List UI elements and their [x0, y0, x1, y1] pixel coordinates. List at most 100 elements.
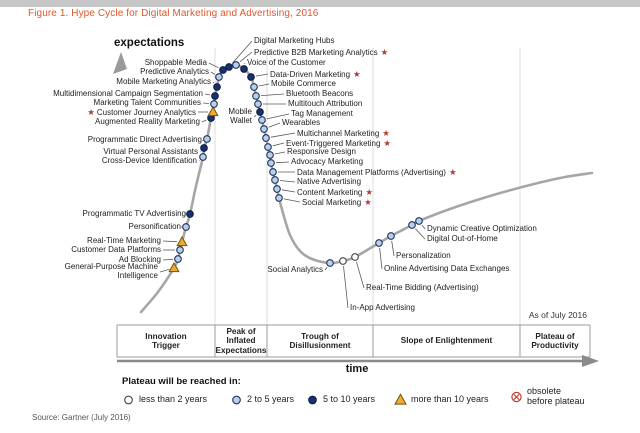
light-dot-marker-icon	[387, 232, 395, 240]
legend-item: less than 2 years	[122, 393, 207, 406]
legend-marker-icon	[511, 391, 522, 403]
light-dot-marker-icon	[174, 255, 182, 263]
y-axis-label: expectations	[114, 37, 185, 49]
phase-label: Plateau of Productivity	[520, 326, 590, 356]
leader-line	[415, 228, 426, 240]
legend-marker-icon	[308, 395, 317, 405]
window-top-strip	[0, 0, 640, 7]
light-dot-marker-icon	[252, 92, 260, 100]
dark-dot-marker-icon	[308, 395, 317, 405]
legend-item: 2 to 5 years	[230, 393, 294, 406]
leader-line	[253, 114, 257, 118]
leader-line	[201, 119, 207, 123]
legend-marker-icon	[232, 395, 241, 405]
source-note: Source: Gartner (July 2016)	[32, 413, 131, 422]
legend-item: 5 to 10 years	[306, 393, 375, 406]
leader-line	[279, 180, 296, 183]
light-dot-marker-icon	[258, 116, 266, 124]
as-of-date: As of July 2016	[528, 310, 587, 320]
leader-line	[343, 265, 349, 309]
obsolete-marker-icon	[513, 393, 520, 401]
phase-label: Slope of Enlightenment	[373, 326, 520, 356]
light-dot-marker-icon	[232, 395, 241, 405]
legend-label-line: obsolete	[527, 386, 562, 396]
dark-dot-marker-icon	[256, 108, 264, 116]
light-dot-marker-icon	[269, 168, 277, 176]
legend-label-line: less than 2 years	[139, 393, 208, 404]
legend-marker-icon	[124, 395, 133, 405]
leader-line	[379, 247, 383, 270]
legend-label: more than 10 years	[411, 393, 489, 405]
phase-label-line: Trigger	[152, 341, 180, 350]
leader-line	[198, 160, 200, 162]
x-axis-label: time	[345, 363, 369, 375]
light-dot-marker-icon	[408, 221, 416, 229]
dark-dot-marker-icon	[200, 144, 208, 152]
light-dot-marker-icon	[210, 100, 218, 108]
white-dot-marker-icon	[351, 253, 359, 261]
leader-line	[202, 102, 210, 104]
light-dot-marker-icon	[262, 134, 270, 142]
leader-line	[391, 240, 395, 257]
leader-line	[159, 269, 170, 273]
phase-label-line: Expectations	[215, 345, 267, 355]
legend-marker-icon	[394, 393, 407, 405]
figure-title: Figure 1. Hype Cycle for Digital Marketi…	[28, 8, 319, 19]
white-dot-marker-icon	[339, 257, 347, 265]
leader-line	[270, 132, 296, 138]
leader-line	[210, 71, 216, 75]
phase-label: Innovation Trigger	[117, 326, 215, 356]
phase-label-line: Trough of	[301, 331, 339, 341]
dark-dot-marker-icon	[211, 92, 219, 100]
leader-line	[162, 240, 178, 243]
phase-label-line: Peak of	[226, 326, 256, 336]
triangle-marker-icon	[176, 235, 188, 247]
light-dot-marker-icon	[264, 143, 272, 151]
leader-line	[232, 40, 253, 64]
legend-item: obsolete before plateau	[510, 386, 585, 406]
light-dot-marker-icon	[275, 194, 283, 202]
legend-label: less than 2 years	[139, 393, 208, 405]
phase-label: Peak of Inflated Expectations	[215, 326, 267, 356]
legend-label: 5 to 10 years	[323, 393, 376, 405]
light-dot-marker-icon	[273, 185, 281, 193]
light-dot-marker-icon	[232, 61, 240, 69]
leader-line	[421, 224, 426, 230]
light-dot-marker-icon	[215, 73, 223, 81]
leader-line	[255, 73, 269, 77]
leader-line	[239, 51, 253, 63]
phase-label-line: Innovation	[145, 331, 187, 341]
legend-label-line: 5 to 10 years	[323, 393, 376, 404]
legend-item: more than 10 years	[394, 393, 489, 406]
dark-dot-marker-icon	[213, 83, 221, 91]
light-dot-marker-icon	[375, 239, 383, 247]
hype-curve	[139, 63, 594, 314]
dark-dot-marker-icon	[186, 210, 194, 218]
leader-line	[274, 151, 286, 155]
triangle-marker-icon	[168, 261, 180, 273]
leader-line	[283, 198, 301, 203]
leader-line	[272, 142, 285, 147]
dark-dot-marker-icon	[219, 66, 227, 74]
white-dot-marker-icon	[124, 395, 133, 405]
phase-label-line: Plateau of	[535, 331, 575, 341]
legend-label: obsolete before plateau	[527, 386, 585, 406]
leader-line	[212, 81, 215, 84]
legend-title: Plateau will be reached in:	[122, 376, 241, 387]
phase-label-line: Disillusionment	[289, 341, 351, 350]
phase-label: Trough of Disillusionment	[267, 326, 373, 356]
light-dot-marker-icon	[199, 153, 207, 161]
leader-line	[268, 122, 281, 128]
legend-label-line: more than 10 years	[411, 393, 489, 404]
light-dot-marker-icon	[260, 125, 268, 133]
light-dot-marker-icon	[254, 100, 262, 108]
dark-dot-marker-icon	[225, 63, 233, 71]
legend-label: 2 to 5 years	[247, 393, 295, 405]
light-dot-marker-icon	[266, 151, 274, 159]
triangle-marker-icon	[207, 105, 219, 117]
legend-label-line: 2 to 5 years	[247, 393, 295, 404]
leader-line	[204, 93, 211, 96]
leader-line	[162, 258, 174, 261]
